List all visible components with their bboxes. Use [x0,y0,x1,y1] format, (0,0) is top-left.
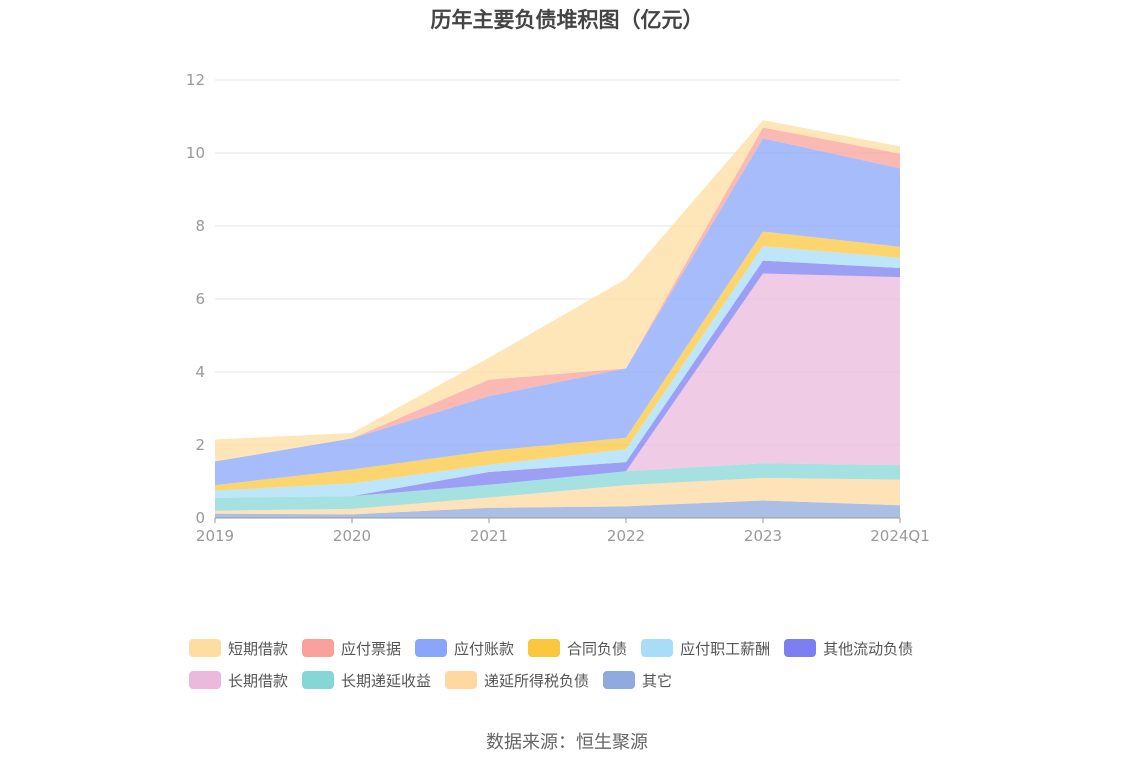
legend-label: 其他流动负债 [823,639,914,658]
legend-label: 应付账款 [454,639,515,658]
legend-label: 合同负债 [567,639,628,658]
x-tick-label: 2020 [333,527,371,545]
legend-item[interactable]: 其它 [603,670,672,691]
legend-swatch [641,639,674,657]
x-tick-label: 2019 [196,527,234,545]
legend-item[interactable]: 应付账款 [415,638,514,659]
area-series [215,273,900,498]
legend-item[interactable]: 合同负债 [528,638,627,659]
legend-item[interactable]: 其他流动负债 [784,638,913,659]
legend-swatch [302,671,335,689]
legend-swatch [528,639,561,657]
x-tick-label: 2023 [744,527,782,545]
legend-label: 长期借款 [228,671,289,690]
x-tick-label: 2022 [607,527,645,545]
x-tick-label: 2024Q1 [870,527,930,545]
legend-swatch [189,639,221,657]
legend-label: 其它 [642,671,673,690]
legend-label: 递延所得税负债 [484,671,590,690]
legend-swatch [189,671,221,689]
legend-item[interactable]: 长期递延收益 [302,670,431,691]
legend-label: 应付票据 [341,639,402,658]
y-tick-label: 2 [195,436,205,454]
data-source: 数据来源：恒生聚源 [486,732,648,753]
y-tick-label: 4 [195,363,205,381]
legend-item[interactable]: 应付票据 [302,638,401,659]
area-series [215,231,900,491]
legend: 短期借款 应付票据 应付账款 合同负债 应付职工薪酬 其他流动负债 长期借款 长期递延收益 递… [189,632,989,696]
area-series [215,138,900,486]
legend-label: 应付职工薪酬 [680,639,771,658]
y-tick-label: 0 [195,509,205,527]
area-series [215,463,900,511]
legend-label: 长期递延收益 [341,671,432,690]
area-series [215,246,900,498]
y-tick-label: 6 [195,290,205,308]
y-tick-label: 12 [186,71,205,89]
area-series [215,260,900,498]
legend-item[interactable]: 递延所得税负债 [445,670,589,691]
legend-swatch [445,671,478,689]
stacked-area-chart: 0 2 4 6 8 10 12 2019 2020 2021 2022 2023 2024Q1 [186,71,930,545]
area-series [215,500,900,518]
legend-swatch [415,639,448,657]
legend-swatch [302,639,335,657]
legend-label: 短期借款 [228,639,289,658]
legend-swatch [603,671,636,689]
x-tick-label: 2021 [470,527,508,545]
legend-row: 短期借款 应付票据 应付账款 合同负债 应付职工薪酬 其他流动负债 [189,632,989,664]
legend-item[interactable]: 应付职工薪酬 [641,638,770,659]
y-tick-label: 8 [195,217,205,235]
legend-item[interactable]: 短期借款 [189,638,288,659]
legend-row: 长期借款 长期递延收益 递延所得税负债 其它 [189,664,989,696]
area-series [215,477,900,515]
legend-swatch [784,639,817,657]
y-tick-label: 10 [186,144,205,162]
chart-title: 历年主要负债堆积图（亿元） [430,8,704,32]
legend-item[interactable]: 长期借款 [189,670,288,691]
